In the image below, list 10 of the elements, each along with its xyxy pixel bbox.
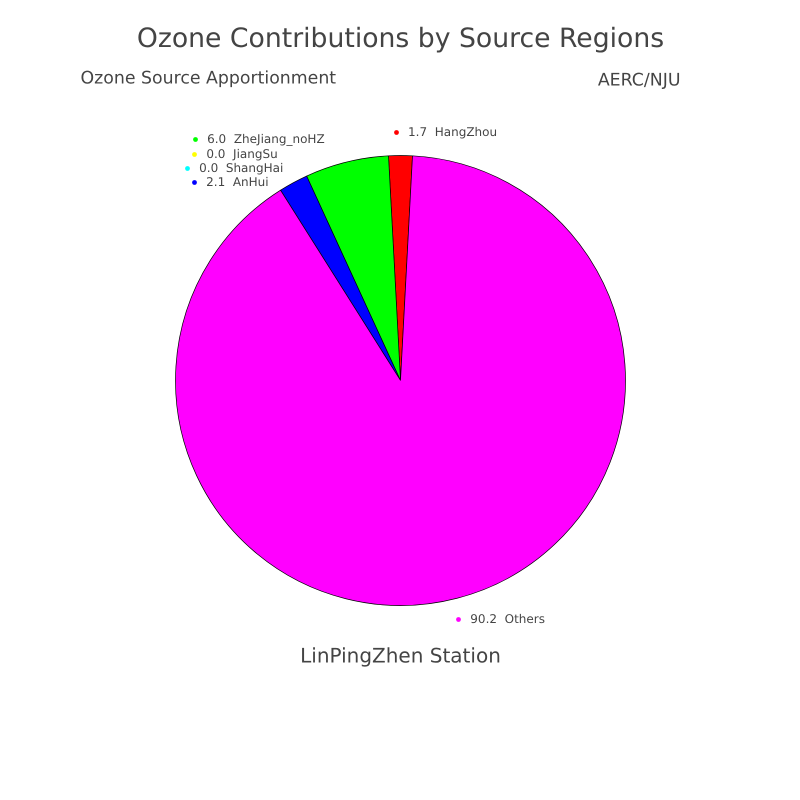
legend-label: 2.1 AnHui bbox=[206, 175, 269, 190]
chart-title: Ozone Contributions by Source Regions bbox=[136, 23, 664, 54]
text: AERC/NJU bbox=[598, 70, 681, 90]
legend-label: 0.0 ShangHai bbox=[199, 161, 284, 176]
text: LinPingZhen Station bbox=[300, 644, 501, 668]
legend-label: 6.0 ZheJiang_noHZ bbox=[207, 132, 325, 146]
legend-label: 90.2 Others bbox=[470, 612, 545, 626]
chart-subtitle: Ozone Source Apportionment bbox=[80, 68, 336, 88]
legend-label: 0.0 JiangSu bbox=[206, 147, 278, 162]
legend-label: 1.7 HangZhou bbox=[408, 124, 498, 138]
